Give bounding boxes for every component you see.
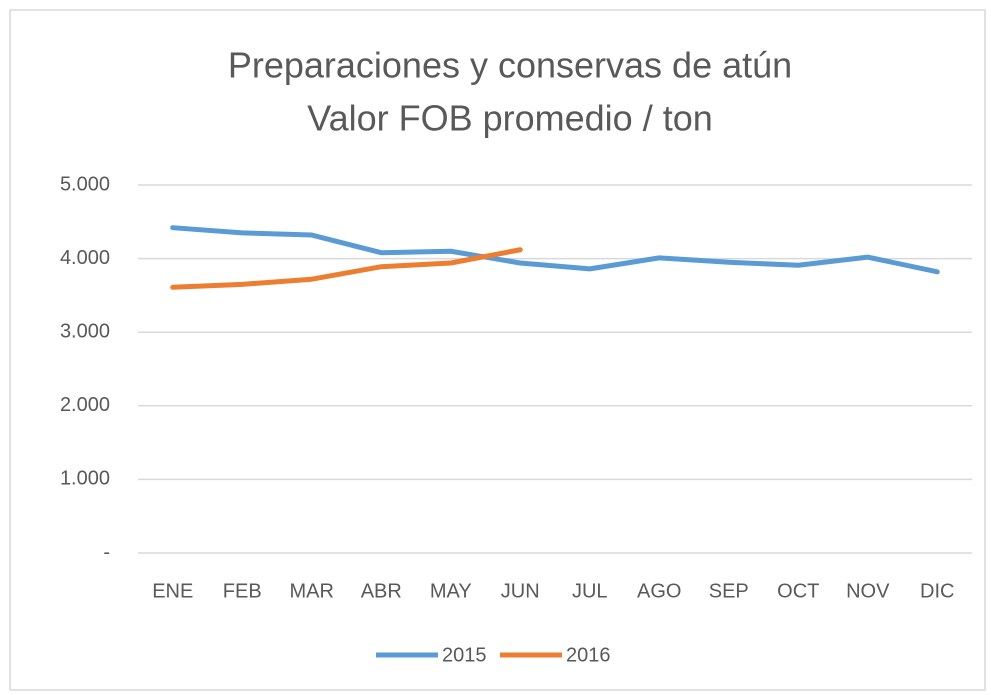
x-tick-label: FEB xyxy=(223,580,262,602)
x-tick-label: SEP xyxy=(709,580,749,602)
chart-border xyxy=(9,9,986,691)
series-line xyxy=(170,225,940,275)
chart-subtitle: Valor FOB promedio / ton xyxy=(307,98,713,139)
y-tick-label: 3.000 xyxy=(60,320,110,342)
x-tick-label: JUL xyxy=(572,580,608,602)
x-tick-label: MAY xyxy=(430,580,472,602)
legend-label: 2016 xyxy=(566,644,611,666)
y-tick-label: 5.000 xyxy=(60,173,110,195)
y-tick-label: 4.000 xyxy=(60,247,110,269)
x-tick-label: ABR xyxy=(361,580,402,602)
y-tick-label: 1.000 xyxy=(60,468,110,490)
x-tick-label: JUN xyxy=(501,580,540,602)
x-tick-label: MAR xyxy=(290,580,334,602)
x-tick-label: DIC xyxy=(920,580,954,602)
legend-label: 2015 xyxy=(442,644,487,666)
series-line xyxy=(170,247,523,290)
x-tick-label: NOV xyxy=(846,580,890,602)
x-tick-label: AGO xyxy=(637,580,681,602)
y-tick-label: - xyxy=(103,541,110,563)
x-tick-label: OCT xyxy=(777,580,819,602)
chart-title: Preparaciones y conservas de atún xyxy=(228,45,792,86)
x-tick-label: ENE xyxy=(152,580,193,602)
y-tick-label: 2.000 xyxy=(60,394,110,416)
